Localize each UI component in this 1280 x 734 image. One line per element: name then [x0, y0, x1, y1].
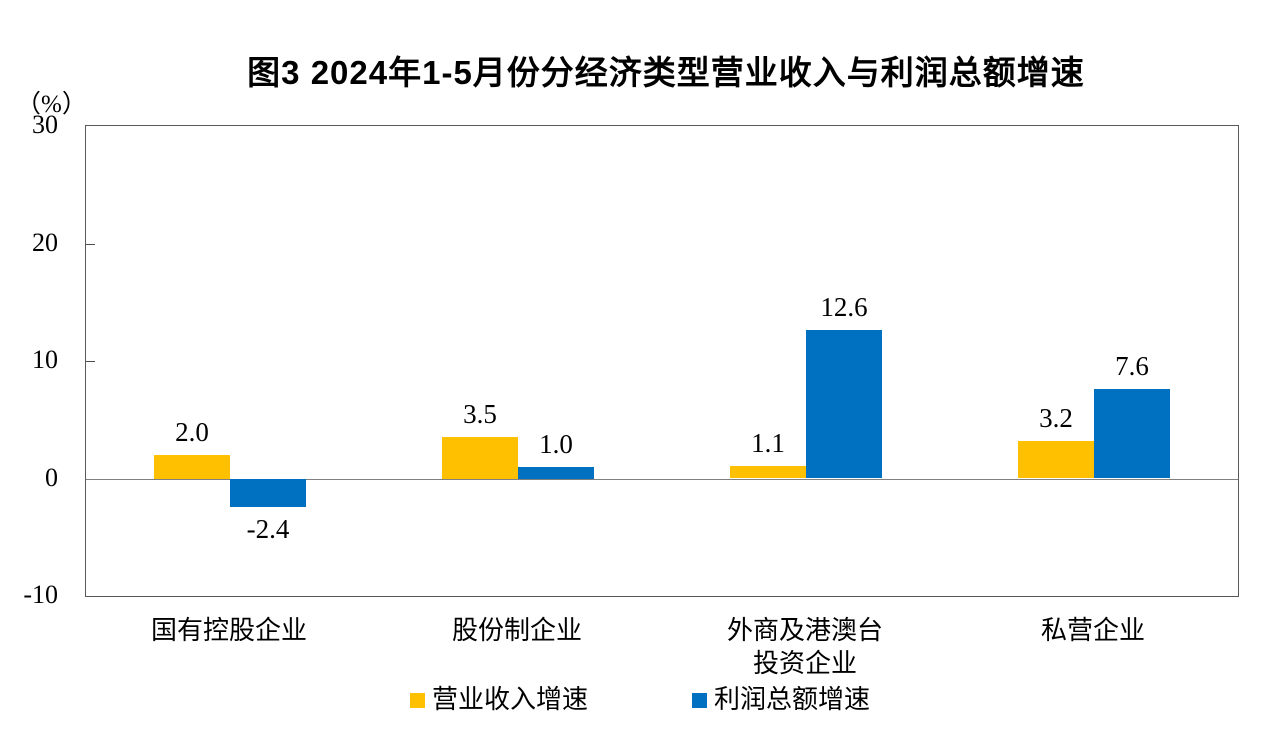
bar-value-label: 1.0: [539, 428, 573, 459]
bar-series2-cat4: [1094, 389, 1170, 479]
legend-item-series1: 营业收入增速: [409, 685, 588, 714]
x-axis-label: 股份制企业: [451, 616, 582, 645]
bar-value-label: 12.6: [820, 292, 868, 323]
y-axis-label: -10: [23, 580, 58, 609]
y-axis-label: 10: [32, 345, 58, 374]
zero-gridline: [86, 478, 1238, 480]
chart-title: 图3 2024年1-5月份分经济类型营业收入与利润总额增速: [247, 54, 1085, 91]
bar-value-label: 7.6: [1115, 351, 1149, 382]
legend: 营业收入增速 利润总额增速: [0, 686, 1280, 714]
legend-swatch-icon: [409, 692, 425, 708]
bar-value-label: -2.4: [246, 513, 290, 544]
bar-series1-cat4: [1018, 440, 1094, 479]
x-axis-label: 国有控股企业: [150, 616, 307, 645]
legend-label: 营业收入增速: [431, 685, 588, 714]
legend-swatch-icon: [692, 692, 707, 708]
bar-value-label: 1.1: [751, 427, 785, 458]
bar-series2-cat1: [230, 478, 306, 507]
y-axis-unit-label: （%）: [16, 91, 87, 118]
bar-value-label: 3.2: [1039, 402, 1073, 433]
bar-series1-cat3: [730, 465, 806, 479]
legend-item-series2: 利润总额增速: [692, 686, 870, 714]
bar-value-label: 2.0: [175, 417, 209, 447]
y-axis-label: 20: [32, 227, 58, 257]
bar-series1-cat1: [154, 455, 230, 479]
legend-label: 利润总额增速: [714, 685, 871, 714]
y-axis-tick: [86, 361, 95, 362]
y-axis-label: 30: [32, 110, 58, 139]
bar-series2-cat3: [806, 330, 882, 479]
y-axis-label: 0: [45, 462, 58, 492]
plot-area: 2.0 -2.4 3.5 1.0 1.1 12.6 3.2 7.6: [85, 125, 1239, 597]
bar-series2-cat2: [518, 466, 594, 479]
x-axis-label: 私营企业: [1040, 616, 1145, 645]
x-axis-label: 外商及港澳台 投资企业: [726, 616, 883, 678]
y-axis-tick: [86, 243, 95, 245]
bar-value-label: 3.5: [463, 399, 497, 430]
bar-series1-cat2: [442, 437, 518, 479]
